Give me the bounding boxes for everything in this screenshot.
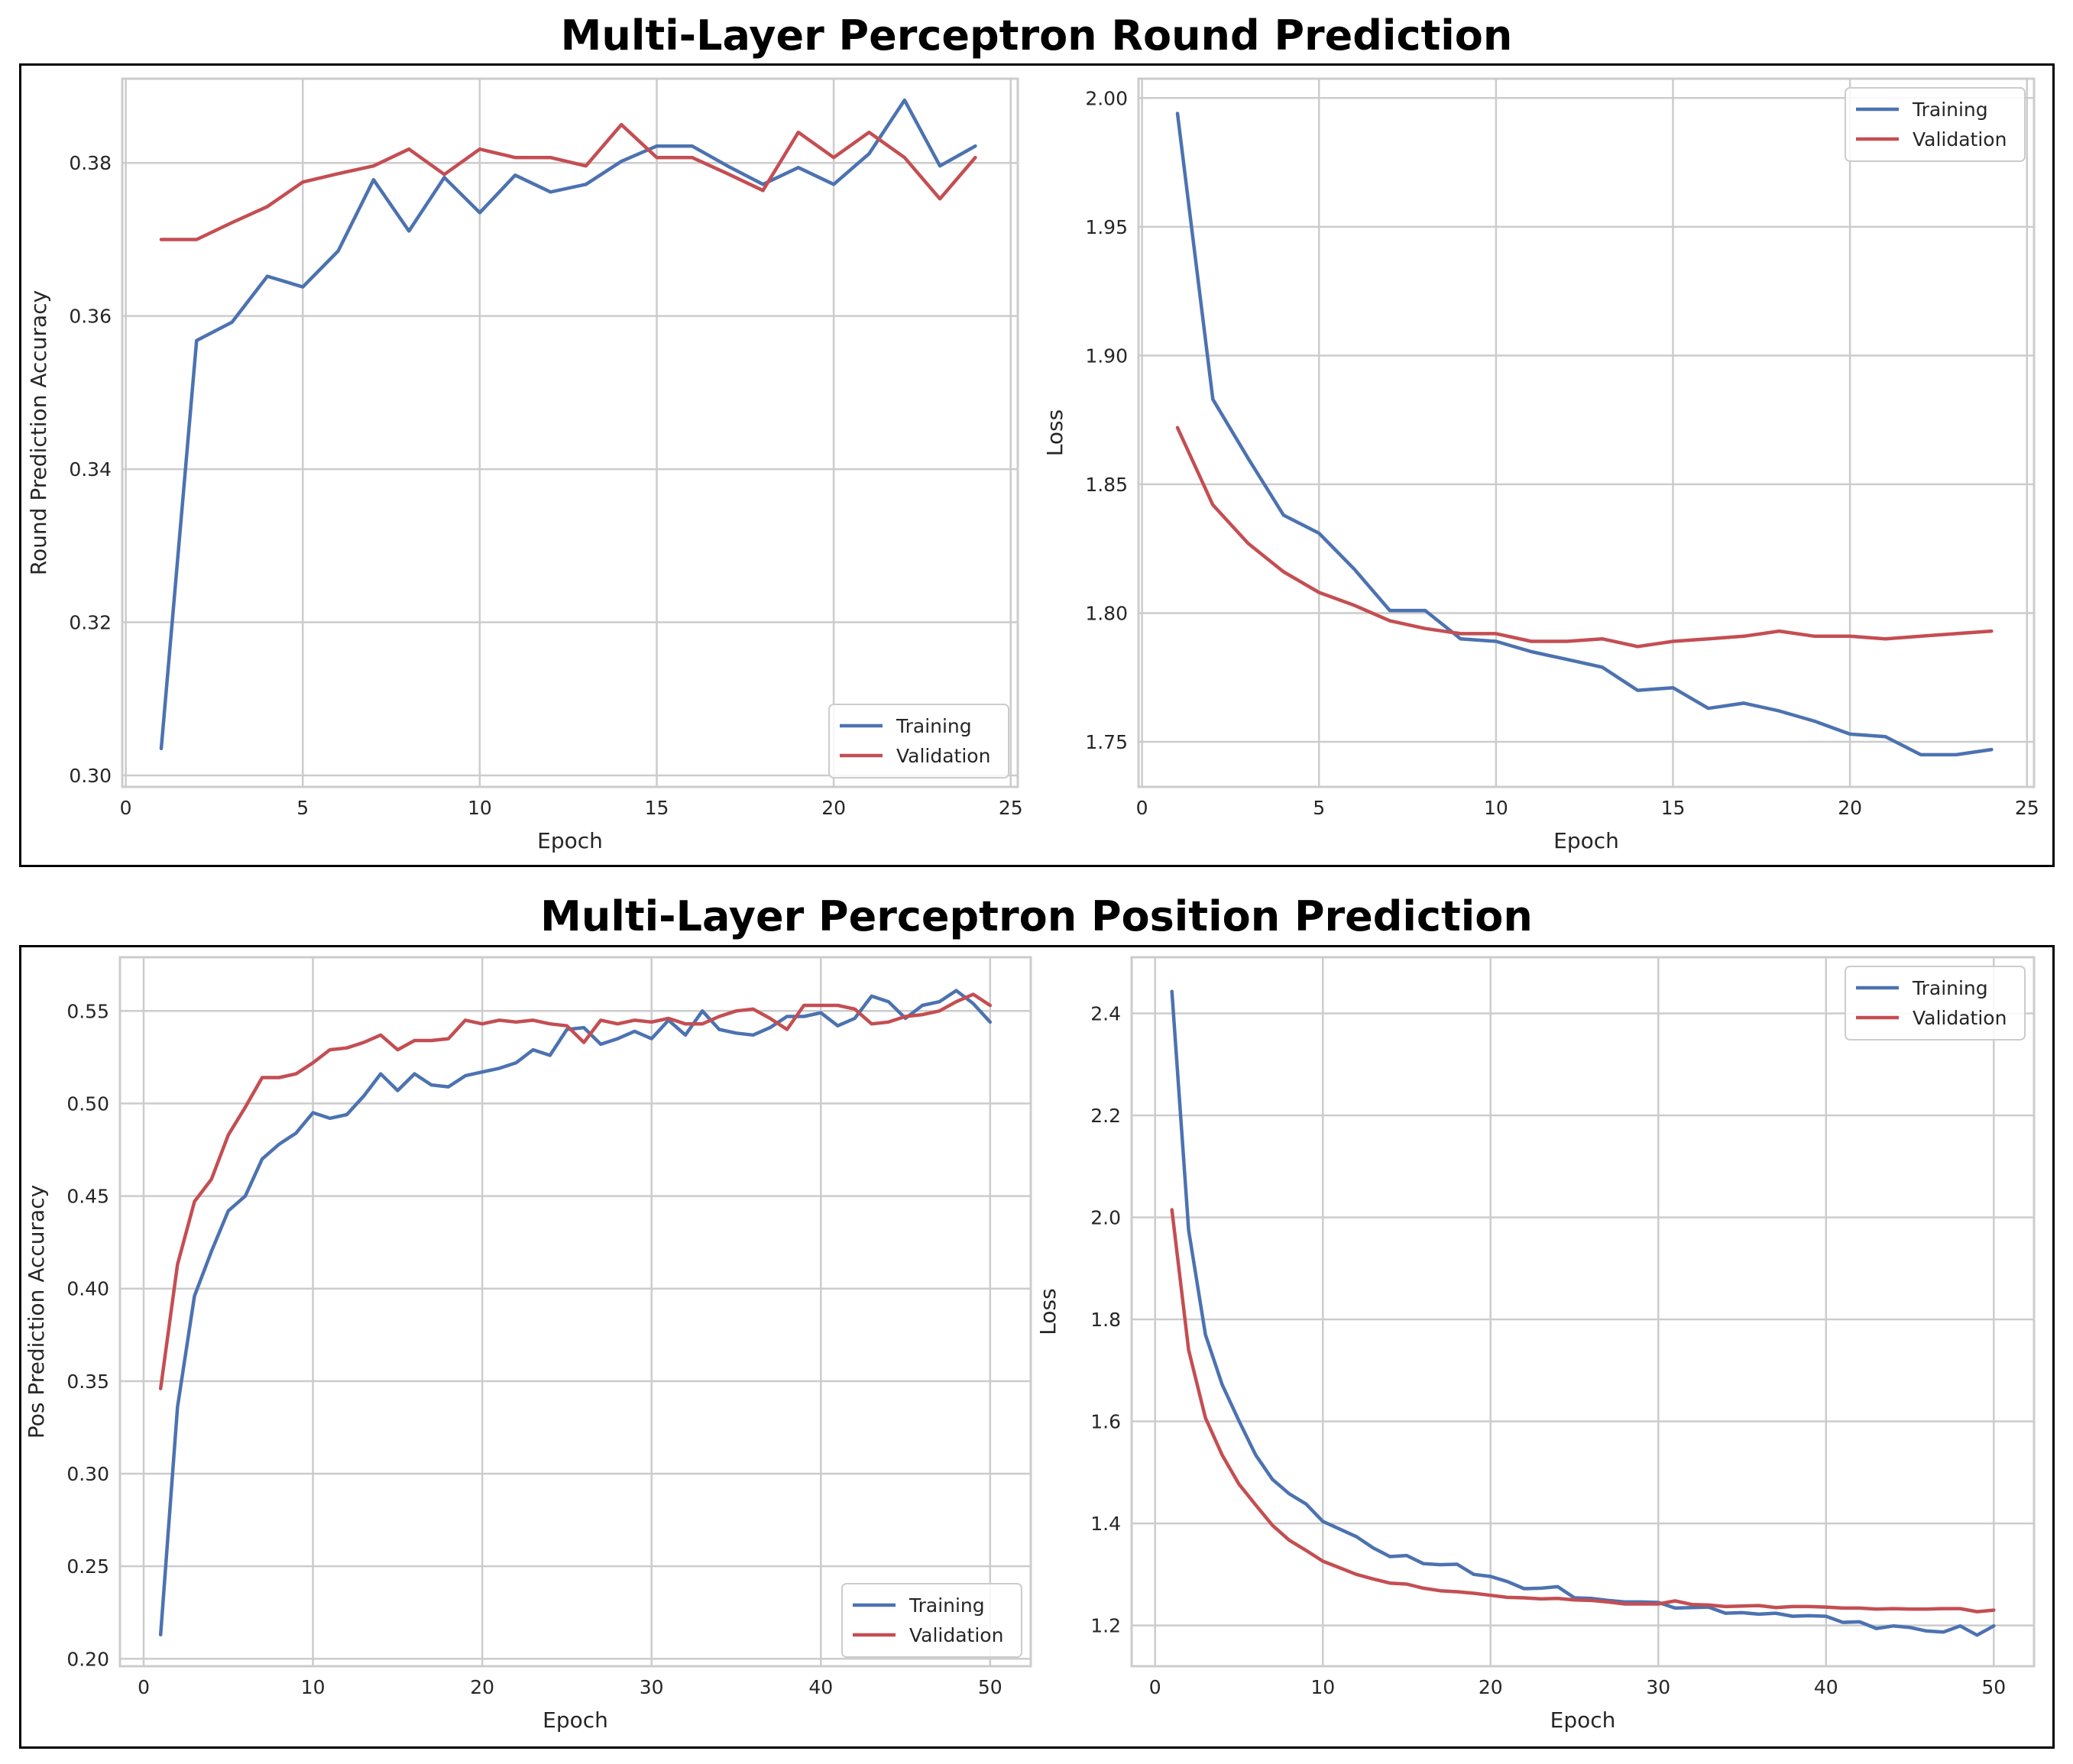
pos-accuracy-y-tick-label: 0.50 xyxy=(66,1092,109,1115)
pos-accuracy-chart: 0 10 20 30 40 50 0.20 0.25 0.30 0.35 0.40 0.45 0.50 0… xyxy=(24,956,1032,1733)
round-accuracy-y-axis-label: Round Prediction Accuracy xyxy=(26,290,51,575)
round-accuracy-x-tick-label: 0 xyxy=(120,797,132,819)
pos-accuracy-plot-area xyxy=(118,956,1032,1668)
pos-loss-x-tick-label: 10 xyxy=(1310,1676,1335,1698)
pos-loss-y-axis-label: Loss xyxy=(1035,1288,1061,1335)
round-loss-training-line xyxy=(1175,112,1994,757)
pos-accuracy-y-tick-label: 0.55 xyxy=(66,1000,109,1022)
pos-loss-y-tick-label: 1.6 xyxy=(1090,1411,1121,1433)
round-section-title: Multi-Layer Perceptron Round Prediction xyxy=(560,11,1513,60)
pos-loss-legend-box xyxy=(1845,966,2026,1041)
pos-loss-y-tick-label: 1.8 xyxy=(1090,1309,1121,1331)
round-accuracy-legend-label-training: Training xyxy=(896,715,972,737)
round-loss-y-tick-label: 1.90 xyxy=(1085,345,1128,367)
round-accuracy-y-tick-label: 0.38 xyxy=(69,152,112,174)
round-loss-x-tick-label: 15 xyxy=(1661,797,1686,819)
round-loss-y-tick-label: 1.80 xyxy=(1085,602,1128,624)
pos-loss-x-axis-label: Epoch xyxy=(1550,1707,1616,1733)
round-loss-x-tick-label: 0 xyxy=(1136,797,1148,819)
pos-loss-legend-label-validation: Validation xyxy=(1913,1007,2007,1029)
round-loss-legend-box xyxy=(1845,87,2026,162)
round-loss-y-axis-label: Loss xyxy=(1042,409,1067,456)
pos-accuracy-x-tick-label: 40 xyxy=(808,1676,833,1698)
round-loss-x-tick-label: 5 xyxy=(1313,797,1325,819)
pos-accuracy-legend-label-validation: Validation xyxy=(909,1624,1003,1646)
pos-accuracy-legend-box xyxy=(841,1583,1022,1658)
round-loss-plot-area xyxy=(1137,77,2036,788)
pos-loss-plot-area xyxy=(1130,956,2036,1668)
pos-loss-chart: 0 10 20 30 40 50 1.2 1.4 1.6 1.8 2.0 2.2 2.4 Epoch Los… xyxy=(1035,956,2036,1733)
pos-loss-legend: Training Validation xyxy=(1845,966,2026,1041)
round-accuracy-y-tick-label: 0.36 xyxy=(69,306,112,328)
position-section-title: Multi-Layer Perceptron Position Predicti… xyxy=(540,892,1533,940)
round-section-box xyxy=(19,63,2055,867)
round-loss-y-tick-label: 1.95 xyxy=(1085,216,1128,238)
pos-accuracy-y-tick-label: 0.40 xyxy=(66,1278,109,1300)
pos-accuracy-training-line xyxy=(158,989,993,1637)
pos-accuracy-x-tick-label: 0 xyxy=(138,1676,150,1698)
round-accuracy-x-tick-label: 25 xyxy=(999,797,1023,819)
pos-accuracy-x-tick-label: 30 xyxy=(640,1676,664,1698)
round-accuracy-x-tick-label: 15 xyxy=(645,797,669,819)
round-loss-x-axis-label: Epoch xyxy=(1553,828,1619,853)
pos-loss-training-line xyxy=(1170,989,1996,1637)
pos-loss-x-tick-label: 50 xyxy=(1981,1676,2006,1698)
round-accuracy-chart: 0 5 10 15 20 25 0.30 0.32 0.34 0.36 0.38 Epoch Round… xyxy=(26,77,1023,853)
pos-loss-y-tick-label: 2.0 xyxy=(1090,1206,1121,1228)
pos-accuracy-legend: Training Validation xyxy=(841,1583,1022,1658)
pos-accuracy-y-tick-label: 0.45 xyxy=(66,1186,109,1208)
round-accuracy-y-tick-label: 0.34 xyxy=(69,458,112,481)
pos-loss-legend-label-training: Training xyxy=(1912,977,1988,999)
pos-loss-x-tick-label: 20 xyxy=(1479,1676,1503,1698)
pos-accuracy-legend-label-training: Training xyxy=(909,1594,985,1617)
round-loss-validation-line xyxy=(1175,426,1994,649)
pos-loss-y-tick-label: 2.4 xyxy=(1090,1002,1121,1024)
round-accuracy-x-axis-label: Epoch xyxy=(537,828,603,853)
round-accuracy-y-tick-label: 0.32 xyxy=(69,612,112,634)
pos-accuracy-y-tick-label: 0.30 xyxy=(66,1463,109,1485)
round-accuracy-training-line xyxy=(159,98,977,751)
round-loss-legend: Training Validation xyxy=(1845,87,2026,162)
round-loss-x-tick-label: 20 xyxy=(1838,797,1862,819)
round-loss-x-tick-label: 10 xyxy=(1484,797,1508,819)
round-accuracy-legend-label-validation: Validation xyxy=(896,745,990,767)
round-loss-x-tick-label: 25 xyxy=(2015,797,2039,819)
pos-accuracy-y-tick-label: 0.25 xyxy=(66,1555,109,1578)
round-loss-legend-label-validation: Validation xyxy=(1913,128,2007,151)
pos-accuracy-y-tick-label: 0.20 xyxy=(66,1648,109,1670)
round-loss-legend-label-training: Training xyxy=(1912,99,1988,121)
pos-loss-validation-line xyxy=(1170,1208,1996,1613)
round-accuracy-legend-box xyxy=(828,704,1009,778)
pos-accuracy-x-tick-label: 10 xyxy=(301,1676,326,1698)
round-accuracy-y-tick-label: 0.30 xyxy=(69,765,112,787)
round-accuracy-validation-line xyxy=(159,122,977,241)
round-loss-y-tick-label: 2.00 xyxy=(1085,87,1128,109)
round-accuracy-x-tick-label: 20 xyxy=(821,797,846,819)
pos-loss-x-tick-label: 40 xyxy=(1814,1676,1838,1698)
pos-loss-y-tick-label: 2.2 xyxy=(1090,1105,1121,1127)
round-loss-y-tick-label: 1.85 xyxy=(1085,474,1128,496)
pos-loss-y-tick-label: 1.2 xyxy=(1090,1615,1121,1637)
pos-loss-x-tick-label: 30 xyxy=(1646,1676,1670,1698)
pos-accuracy-x-tick-label: 20 xyxy=(470,1676,494,1698)
round-accuracy-x-tick-label: 10 xyxy=(468,797,492,819)
pos-accuracy-validation-line xyxy=(158,992,993,1390)
pos-accuracy-x-tick-label: 50 xyxy=(978,1676,1002,1698)
round-accuracy-legend: Training Validation xyxy=(828,704,1009,778)
pos-accuracy-x-axis-label: Epoch xyxy=(543,1707,608,1733)
round-loss-chart: 0 5 10 15 20 25 1.75 1.80 1.85 1.90 1.95 2.00 Epoch L… xyxy=(1042,77,2039,853)
round-accuracy-x-tick-label: 5 xyxy=(296,797,309,819)
pos-loss-y-tick-label: 1.4 xyxy=(1090,1513,1121,1535)
pos-loss-x-tick-label: 0 xyxy=(1149,1676,1161,1698)
pos-accuracy-y-tick-label: 0.35 xyxy=(66,1371,109,1393)
round-loss-y-tick-label: 1.75 xyxy=(1085,731,1128,753)
pos-accuracy-y-axis-label: Pos Prediction Accuracy xyxy=(24,1185,49,1439)
position-section-box xyxy=(19,945,2055,1749)
round-accuracy-plot-area xyxy=(121,77,1019,788)
